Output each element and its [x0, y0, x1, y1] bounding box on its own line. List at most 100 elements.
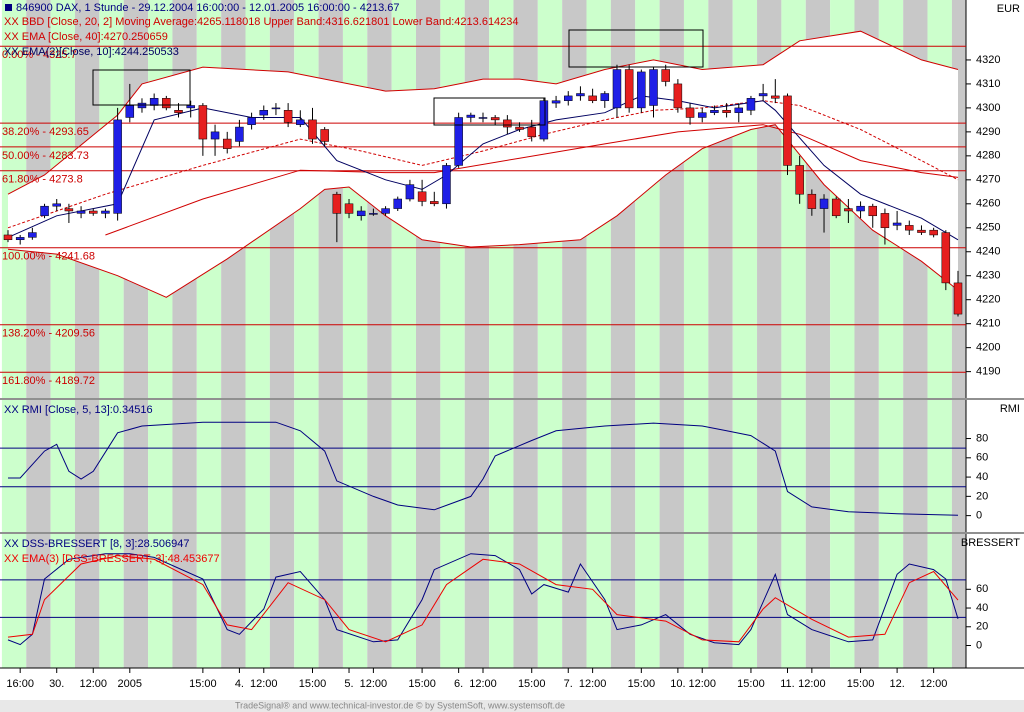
candle-body	[381, 208, 390, 214]
stripe	[586, 400, 611, 532]
stripe	[757, 400, 782, 532]
y-tick-label: 4220	[976, 294, 1000, 306]
candle-body	[807, 193, 817, 209]
candle-body	[588, 95, 597, 101]
stripe	[342, 0, 368, 398]
stripe	[805, 400, 831, 532]
y-axis-title: RMI	[1000, 403, 1020, 415]
stripe	[635, 534, 660, 668]
stripe	[1, 400, 27, 532]
stripe	[659, 400, 684, 532]
fib-label: 138.20% - 4209.56	[2, 328, 95, 340]
stripe	[50, 400, 75, 532]
candle-body	[28, 232, 37, 238]
candle-body	[89, 210, 98, 214]
candle-body	[149, 98, 159, 106]
candle-body	[734, 107, 744, 113]
stripe	[854, 534, 879, 668]
stripe	[951, 534, 966, 668]
x-tick-label: 4.	[235, 678, 244, 690]
fib-label: 50.00% - 4283.73	[2, 150, 89, 162]
x-tick-label: 15:00	[847, 678, 875, 690]
y-tick-label: 4280	[976, 150, 1000, 162]
stripe	[927, 534, 952, 668]
stripe	[708, 534, 733, 668]
candle-body	[844, 208, 853, 212]
stripe	[440, 400, 465, 532]
candle-body	[430, 201, 439, 205]
candle-body	[673, 83, 683, 109]
y-tick-label: 4300	[976, 102, 1000, 114]
fib-label: 100.00% - 4241.68	[2, 251, 95, 263]
x-tick-label: 12:00	[688, 678, 716, 690]
candle-body	[259, 110, 269, 116]
candle-body	[320, 129, 329, 142]
stripe	[367, 400, 392, 532]
candle-body	[125, 105, 135, 118]
candle-body	[771, 95, 780, 99]
stripe	[221, 400, 246, 532]
candle-body	[892, 222, 902, 226]
candle-body	[539, 100, 549, 140]
series-line	[7, 100, 959, 229]
stripe	[416, 400, 441, 532]
x-tick-label: 12:00	[469, 678, 497, 690]
candle-body	[369, 213, 378, 215]
candle-body	[685, 107, 695, 118]
x-tick-label: 6.	[454, 678, 463, 690]
y-tick-label: 4260	[976, 198, 1000, 210]
stripe	[50, 534, 75, 668]
stripe	[26, 400, 51, 532]
stripe	[854, 400, 879, 532]
candle-body	[564, 95, 573, 101]
stripe	[99, 534, 124, 668]
candle-body	[454, 117, 463, 166]
x-tick-label: 16:00	[6, 678, 34, 690]
candle-body	[332, 193, 342, 214]
stripe	[123, 400, 149, 532]
stripe	[635, 0, 660, 398]
stripe	[708, 0, 733, 398]
x-tick-label: 15:00	[408, 678, 436, 690]
stripe	[294, 534, 319, 668]
chart-title: 846900 DAX, 1 Stunde - 29.12.2004 16:00:…	[16, 2, 399, 14]
stripe	[610, 400, 636, 532]
candle-body	[283, 110, 293, 123]
footer-bar	[0, 700, 1024, 712]
stripe	[245, 400, 270, 532]
stripe	[903, 534, 928, 668]
stripe	[342, 400, 368, 532]
candle-body	[710, 110, 719, 113]
stripe	[513, 400, 538, 532]
stripe	[878, 534, 904, 668]
stripe	[464, 400, 490, 532]
candle-body	[783, 95, 792, 166]
y-tick-label: 4320	[976, 54, 1000, 66]
candle-body	[551, 100, 561, 104]
candle-body	[15, 237, 25, 241]
candle-body	[746, 98, 756, 111]
stripe	[245, 534, 270, 668]
candle-body	[271, 107, 281, 110]
candle-body	[515, 126, 524, 130]
y-tick-label: 4210	[976, 318, 1000, 330]
candle-body	[624, 69, 634, 109]
candle-body	[503, 119, 512, 128]
y-tick-label: 4310	[976, 78, 1000, 90]
candle-body	[210, 131, 220, 140]
candle-body	[758, 93, 768, 97]
x-tick-label: 5.	[344, 678, 353, 690]
stripe	[294, 400, 319, 532]
stripe	[342, 534, 368, 668]
series-line	[105, 124, 959, 236]
candle-body	[76, 210, 86, 214]
candle-body	[344, 203, 354, 214]
candle-body	[697, 112, 707, 118]
y-tick-label: 4200	[976, 342, 1000, 354]
candle-body	[174, 110, 183, 113]
legend-entry: XX EMA(3) [DSS-BRESSERT, 3]:48.453677	[4, 553, 220, 565]
plot-area	[0, 30, 966, 646]
stripe	[172, 400, 197, 532]
stripe	[148, 534, 173, 668]
